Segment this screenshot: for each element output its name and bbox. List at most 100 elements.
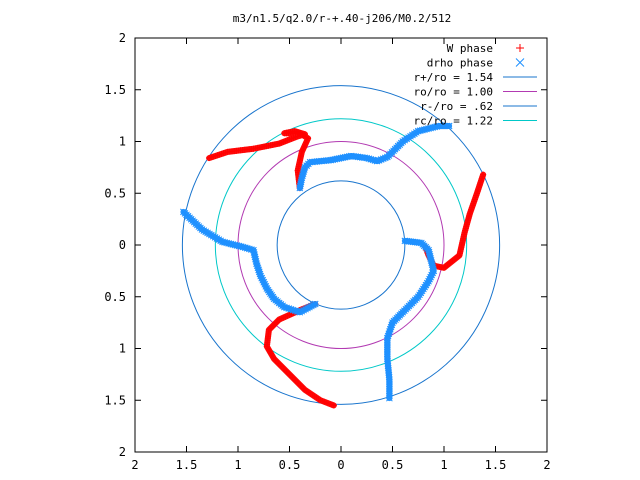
legend-label: r+/ro = 1.54 — [414, 71, 494, 84]
x-tick-label: 0.5 — [382, 458, 404, 472]
chart-title: m3/n1.5/q2.0/r-+.40-j206/M0.2/512 — [233, 12, 452, 25]
drho-phase-point — [431, 123, 439, 131]
drho-phase-point — [389, 319, 396, 326]
drho-phase-point — [296, 308, 304, 316]
drho-phase-point — [300, 306, 308, 314]
drho-phase-point — [426, 275, 433, 283]
drho-phase-point — [425, 248, 433, 256]
drho-phase-point — [428, 271, 435, 279]
drho-phase-point — [341, 153, 349, 161]
y-tick-label: 0.5 — [104, 186, 126, 200]
drho-phase-point — [241, 244, 249, 252]
drho-phase-point — [335, 155, 343, 162]
drho-phase-point — [299, 170, 307, 177]
drho-phase-point — [255, 266, 262, 274]
drho-phase-point — [427, 273, 434, 281]
drho-phase-point — [430, 267, 438, 275]
drho-phase-point — [209, 232, 217, 240]
drho-phase-point — [207, 231, 215, 239]
drho-phase-point — [426, 253, 434, 260]
drho-phase-point — [300, 168, 308, 175]
axis-ticks — [134, 37, 548, 453]
drho-phase-point — [200, 227, 208, 234]
drho-phase-point — [299, 172, 306, 180]
radius-circle-4 — [276, 180, 406, 310]
drho-phase-point — [229, 241, 237, 248]
drho-phase-point — [425, 125, 432, 132]
drho-phase-point — [426, 250, 433, 258]
drho-phase-point — [204, 229, 211, 237]
y-tick-label: 2 — [119, 445, 126, 459]
drho-phase-point — [423, 125, 430, 133]
drho-phase-point — [429, 124, 437, 131]
drho-phase-point — [365, 155, 373, 163]
drho-phase-point — [298, 307, 306, 315]
y-tick-label: 1 — [119, 342, 126, 356]
w-phase-point — [271, 320, 278, 327]
drho-phase-point — [327, 156, 335, 164]
w-phase-point — [274, 317, 281, 324]
x-tick-labels: 2 1.5 1 0.5 0 0.5 1 1.5 2 — [131, 458, 550, 472]
drho-phase-point — [375, 156, 383, 164]
x-tick-label: 1 — [234, 458, 241, 472]
drho-phase-point — [213, 235, 221, 242]
drho-phase-point — [329, 156, 337, 164]
arm-band — [296, 122, 453, 192]
drho-phase-point — [381, 154, 389, 162]
drho-phase-point — [217, 237, 225, 245]
drho-phase-point — [233, 242, 241, 249]
x-tick-label: 1.5 — [485, 458, 507, 472]
y-tick-label: 1.5 — [104, 393, 126, 407]
drho-phase-point — [339, 154, 347, 161]
drho-phase-point — [333, 155, 341, 163]
drho-phase-point — [256, 270, 264, 278]
drho-phase-point — [223, 239, 231, 247]
drho-phase-point — [428, 261, 436, 269]
drho-phase-point — [386, 328, 393, 335]
x-tick-label: 2 — [131, 458, 138, 472]
drho-phase-point — [255, 268, 263, 276]
drho-phase-point — [206, 230, 213, 238]
drho-phase-point — [427, 257, 435, 264]
y-tick-label: 1 — [119, 135, 126, 149]
w-phase-arm-0 — [206, 128, 312, 192]
drho-phase-point — [287, 305, 295, 313]
drho-phase-point — [343, 153, 351, 161]
w-phase-point — [268, 323, 275, 330]
drho-phase-point — [386, 392, 393, 400]
w-phase-point — [270, 322, 277, 329]
drho-phase-point — [245, 245, 253, 253]
radius-circle-5 — [214, 118, 468, 372]
drho-phase-point — [215, 236, 223, 243]
arm-band — [180, 208, 319, 316]
drho-phase-point — [421, 126, 428, 133]
w-phase-point — [276, 316, 283, 323]
x-tick-label: 1 — [440, 458, 447, 472]
legend-label: drho phase — [427, 57, 493, 70]
drho-phase-point — [425, 246, 432, 254]
drho-phase-arm-0 — [180, 208, 319, 316]
drho-phase-point — [235, 242, 243, 250]
drho-phase-point — [386, 325, 394, 333]
drho-phase-point — [306, 303, 313, 311]
drho-phase-point — [231, 241, 239, 249]
drho-phase-point — [414, 127, 422, 135]
x-tick-label: 2 — [543, 458, 550, 472]
drho-phase-point — [300, 166, 308, 173]
y-tick-label: 2 — [119, 31, 126, 45]
drho-phase-point — [283, 304, 290, 312]
drho-phase-point — [198, 226, 206, 233]
drho-phase-point — [261, 280, 269, 288]
drho-phase-point — [429, 263, 437, 271]
arm-band — [422, 171, 487, 271]
drho-phase-point — [367, 155, 375, 163]
drho-phase-point — [202, 228, 210, 236]
drho-phase-point — [304, 304, 311, 312]
drho-phase-point — [292, 307, 299, 315]
drho-phase-point — [257, 272, 265, 280]
arm-band — [384, 237, 437, 402]
drho-phase-point — [225, 240, 233, 247]
drho-phase-point — [253, 260, 260, 267]
